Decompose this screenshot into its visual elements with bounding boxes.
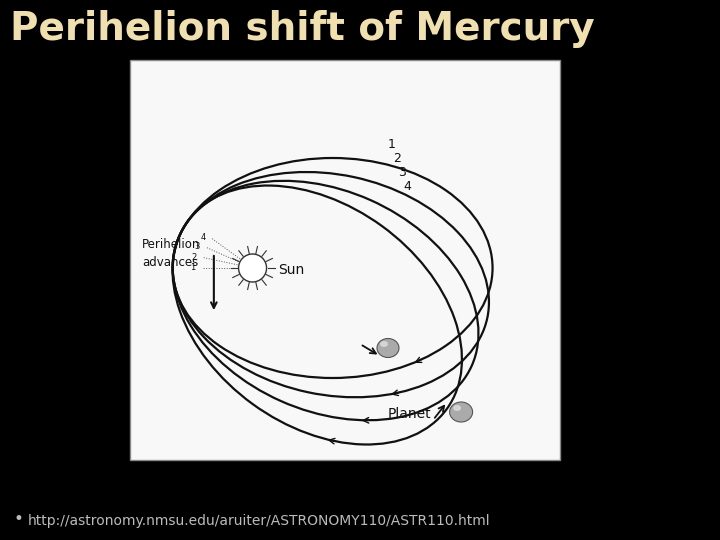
Text: http://astronomy.nmsu.edu/aruiter/ASTRONOMY110/ASTR110.html: http://astronomy.nmsu.edu/aruiter/ASTRON…: [28, 514, 490, 528]
Text: •: •: [14, 510, 24, 528]
Text: 4: 4: [403, 179, 411, 192]
Text: 4: 4: [200, 233, 205, 242]
Ellipse shape: [380, 341, 388, 347]
Ellipse shape: [453, 405, 461, 411]
Text: 2: 2: [393, 152, 401, 165]
Text: 1: 1: [190, 264, 196, 273]
Ellipse shape: [377, 339, 399, 357]
Circle shape: [238, 254, 266, 282]
Text: 2: 2: [192, 253, 197, 262]
Ellipse shape: [449, 402, 472, 422]
Text: Perihelion shift of Mercury: Perihelion shift of Mercury: [10, 10, 595, 48]
Text: 3: 3: [398, 165, 406, 179]
Text: Perihelion
advances: Perihelion advances: [142, 238, 200, 268]
Bar: [130, 60, 560, 460]
Text: Planet: Planet: [387, 407, 431, 421]
Text: 1: 1: [388, 138, 396, 151]
Text: 3: 3: [194, 242, 200, 251]
Text: Sun: Sun: [279, 263, 305, 277]
